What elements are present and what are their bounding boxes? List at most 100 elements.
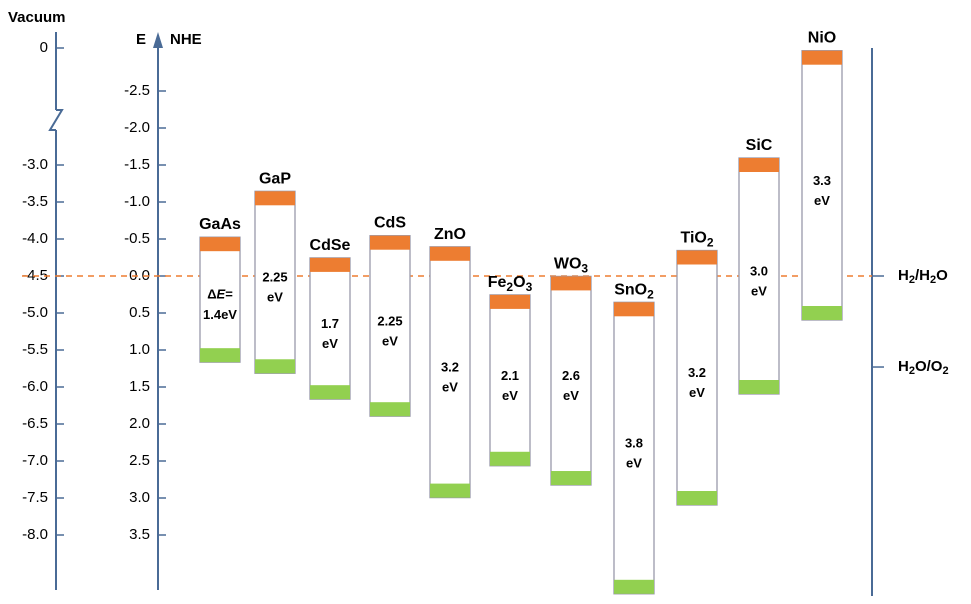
conduction-band <box>310 257 350 272</box>
material-fe2o3: Fe2O3 2.1 eV <box>488 274 533 467</box>
nhe-tick-label: -2.5 <box>124 82 150 99</box>
conduction-band <box>255 191 295 206</box>
reference-label-h2-h2o: H2/H2O <box>898 267 948 286</box>
material-label: GaAs <box>199 216 241 233</box>
band-gap-box <box>199 236 241 363</box>
vacuum-tick-label: -8.0 <box>22 526 48 543</box>
material-gap: GaP 2.25 eV <box>254 171 296 374</box>
vacuum-tick-label: -3.0 <box>22 156 48 173</box>
vacuum-tick-label: 0 <box>40 39 48 56</box>
material-label: CdS <box>374 215 406 232</box>
band-gap-label: 2.1 <box>501 368 519 383</box>
conduction-band <box>490 294 530 309</box>
band-gap-box <box>489 294 531 467</box>
material-tio2: TiO2 3.2 eV <box>676 230 718 506</box>
material-sno2: SnO2 3.8 eV <box>613 282 655 595</box>
reference-levels-group: H2/H2O H2O/O2 <box>22 267 949 377</box>
conduction-band <box>739 158 779 172</box>
vacuum-axis-break <box>48 109 64 131</box>
materials-group: GaAsΔE=1.4eVGaP2.25eVCdSe1.7eVCdS2.25eVZ… <box>199 30 843 595</box>
nhe-tick-label: 1.5 <box>129 378 150 395</box>
valence-band <box>370 402 410 417</box>
band-gap-label: 3.0 <box>750 263 768 278</box>
nhe-tick-label: 2.0 <box>129 415 150 432</box>
material-label: WO3 <box>554 256 589 276</box>
nhe-tick-label: -1.0 <box>124 193 150 210</box>
conduction-band <box>614 302 654 317</box>
valence-band <box>551 471 591 486</box>
band-gap-label: eV <box>322 336 338 351</box>
nhe-tick-label: 3.5 <box>129 526 150 543</box>
conduction-band <box>200 237 240 252</box>
material-nio: NiO 3.3 eV <box>801 30 843 321</box>
material-wo3: WO3 2.6 eV <box>550 256 592 486</box>
band-gap-label: eV <box>382 333 398 348</box>
conduction-band <box>430 246 470 261</box>
band-gap-box <box>309 257 351 400</box>
material-cds: CdS 2.25 eV <box>369 215 411 417</box>
nhe-axis-title-ref: NHE <box>170 31 202 48</box>
band-gap-label: 3.2 <box>688 365 706 380</box>
valence-band <box>490 451 530 466</box>
vacuum-tick-label: -6.5 <box>22 415 48 432</box>
material-label: SiC <box>746 137 773 154</box>
nhe-tick-label: 2.5 <box>129 452 150 469</box>
nhe-tick-label: 0.0 <box>129 267 150 284</box>
valence-band <box>255 359 295 374</box>
valence-band <box>200 348 240 363</box>
material-label: NiO <box>808 30 836 47</box>
vacuum-tick-label: -6.0 <box>22 378 48 395</box>
band-gap-label: 2.6 <box>562 368 580 383</box>
vacuum-tick-label: -7.0 <box>22 452 48 469</box>
conduction-band <box>370 235 410 250</box>
nhe-tick-label: -2.0 <box>124 119 150 136</box>
material-zno: ZnO 3.2 eV <box>429 226 471 499</box>
band-gap-label: eV <box>689 385 705 400</box>
band-gap-label: ΔE= <box>207 287 233 302</box>
vacuum-tick-label: -7.5 <box>22 489 48 506</box>
conduction-band <box>802 50 842 65</box>
conduction-band <box>677 250 717 265</box>
band-gap-box <box>429 246 471 499</box>
band-gap-box <box>254 190 296 374</box>
material-label: ZnO <box>434 226 466 243</box>
vacuum-tick-label: -5.0 <box>22 304 48 321</box>
valence-band <box>614 579 654 594</box>
nhe-tick-label: 0.5 <box>129 304 150 321</box>
material-label: Fe2O3 <box>488 274 533 294</box>
material-sic: SiC 3.0 eV <box>738 137 780 395</box>
axes-group: Vacuum0-3.0-3.5-4.0-4.5-5.0-5.5-6.0-6.5-… <box>8 9 873 596</box>
band-gap-box <box>738 157 780 395</box>
vacuum-axis-title: Vacuum <box>8 9 66 26</box>
nhe-tick-label: -0.5 <box>124 230 150 247</box>
vacuum-tick-label: -3.5 <box>22 193 48 210</box>
valence-band <box>802 306 842 320</box>
vacuum-tick-label: -5.5 <box>22 341 48 358</box>
band-gap-label: eV <box>751 283 767 298</box>
band-gap-box <box>613 301 655 595</box>
material-label: GaP <box>259 171 291 188</box>
vacuum-tick-label: -4.0 <box>22 230 48 247</box>
band-gap-label: eV <box>442 380 458 395</box>
valence-band <box>677 491 717 505</box>
material-cdse: CdSe 1.7 eV <box>309 237 351 400</box>
band-gap-label: 3.3 <box>813 173 831 188</box>
nhe-tick-label: -1.5 <box>124 156 150 173</box>
band-gap-box <box>550 275 592 486</box>
nhe-axis-arrow <box>153 32 163 48</box>
material-label: SnO2 <box>614 282 654 302</box>
material-label: CdSe <box>310 237 351 254</box>
band-gap-label: 2.25 <box>262 270 287 285</box>
band-gap-label: eV <box>563 388 579 403</box>
material-label: TiO2 <box>680 230 713 250</box>
band-gap-label: 2.25 <box>377 313 402 328</box>
band-gap-label: 3.2 <box>441 360 459 375</box>
band-gap-label: 3.8 <box>625 435 643 450</box>
nhe-axis-title-e: E <box>136 31 146 48</box>
material-gaas: GaAs ΔE= 1.4eV <box>199 216 241 363</box>
band-gap-label: eV <box>626 455 642 470</box>
valence-band <box>310 385 350 400</box>
band-gap-label: eV <box>267 290 283 305</box>
